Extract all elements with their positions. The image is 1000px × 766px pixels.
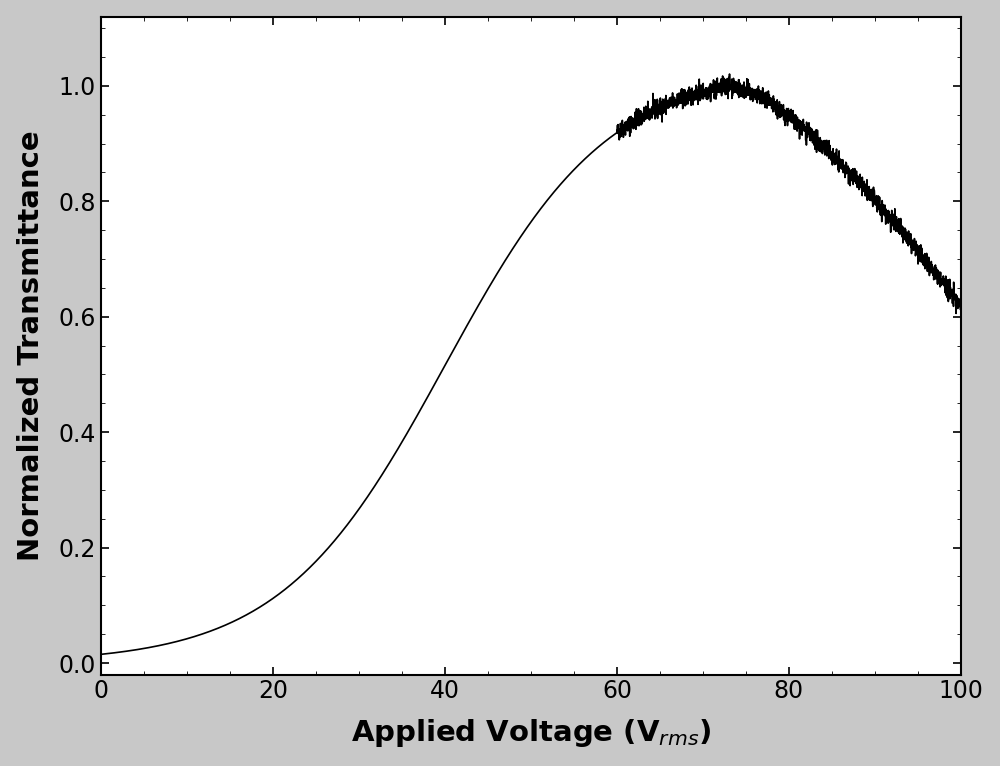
X-axis label: Applied Voltage (V$_{rms}$): Applied Voltage (V$_{rms}$) (351, 717, 711, 749)
Y-axis label: Normalized Transmittance: Normalized Transmittance (17, 130, 45, 561)
